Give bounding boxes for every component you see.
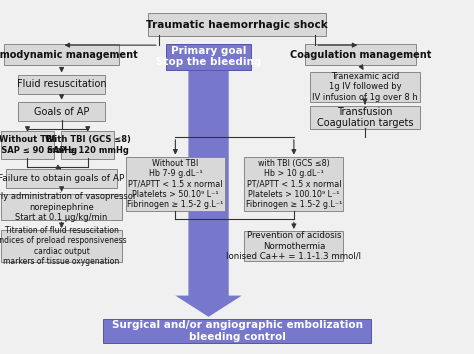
Text: Surgical and/or angiographic embolization
bleeding control: Surgical and/or angiographic embolizatio… [111, 320, 363, 342]
FancyBboxPatch shape [245, 157, 343, 211]
FancyBboxPatch shape [166, 44, 251, 70]
Text: With TBI (GCS ≤8)
SAP ≥ 120 mmHg: With TBI (GCS ≤8) SAP ≥ 120 mmHg [45, 136, 131, 155]
Text: Without TBI
Hb 7-9 g.dL⁻¹
PT/APTT < 1.5 x normal
Platelets > 50.10⁹ L⁻¹
Fibrinog: Without TBI Hb 7-9 g.dL⁻¹ PT/APTT < 1.5 … [127, 159, 224, 209]
Text: Prevention of acidosis
Normothermia
Ionised Ca++ = 1.1-1.3 mmol/l: Prevention of acidosis Normothermia Ioni… [227, 231, 361, 261]
FancyBboxPatch shape [61, 131, 114, 159]
FancyBboxPatch shape [310, 72, 420, 102]
FancyBboxPatch shape [1, 194, 122, 220]
FancyBboxPatch shape [310, 106, 420, 129]
Text: Goals of AP: Goals of AP [34, 107, 89, 116]
Text: Without TBI
80 ≤ SAP ≤ 90 mmHg: Without TBI 80 ≤ SAP ≤ 90 mmHg [0, 136, 78, 155]
FancyBboxPatch shape [4, 44, 119, 65]
FancyBboxPatch shape [18, 75, 105, 94]
FancyBboxPatch shape [305, 44, 416, 65]
Text: Tranexamic acid
1g IV followed by
IV infusion of 1g over 8 h: Tranexamic acid 1g IV followed by IV inf… [312, 72, 418, 102]
Text: Hemodynamic management: Hemodynamic management [0, 50, 138, 60]
FancyBboxPatch shape [126, 157, 225, 211]
FancyBboxPatch shape [245, 231, 343, 261]
Text: Failure to obtain goals of AP: Failure to obtain goals of AP [0, 173, 125, 183]
FancyBboxPatch shape [1, 131, 54, 159]
Text: Coagulation management: Coagulation management [290, 50, 431, 60]
Text: Titration of fluid resuscitation
indices of preload responsiveness
cardiac outpu: Titration of fluid resuscitation indices… [0, 226, 127, 266]
FancyBboxPatch shape [103, 319, 371, 343]
Text: Transfusion
Coagulation targets: Transfusion Coagulation targets [317, 107, 413, 129]
FancyBboxPatch shape [1, 230, 122, 262]
Text: Fluid resuscitation: Fluid resuscitation [17, 79, 107, 89]
Text: Traumatic haemorrhagic shock: Traumatic haemorrhagic shock [146, 20, 328, 30]
Text: with TBI (GCS ≤8)
Hb > 10 g.dL⁻¹
PT/APTT < 1.5 x normal
Platelets > 100.10⁹ L⁻¹
: with TBI (GCS ≤8) Hb > 10 g.dL⁻¹ PT/APTT… [246, 159, 342, 209]
Text: Early administration of vasopressor
norepinephrine
Start at 0.1 μg/kg/min: Early administration of vasopressor nore… [0, 192, 137, 222]
FancyBboxPatch shape [148, 13, 326, 36]
FancyBboxPatch shape [18, 102, 105, 121]
Polygon shape [175, 69, 242, 317]
FancyBboxPatch shape [6, 169, 117, 188]
Text: Primary goal
Stop the bleeding: Primary goal Stop the bleeding [156, 46, 261, 68]
